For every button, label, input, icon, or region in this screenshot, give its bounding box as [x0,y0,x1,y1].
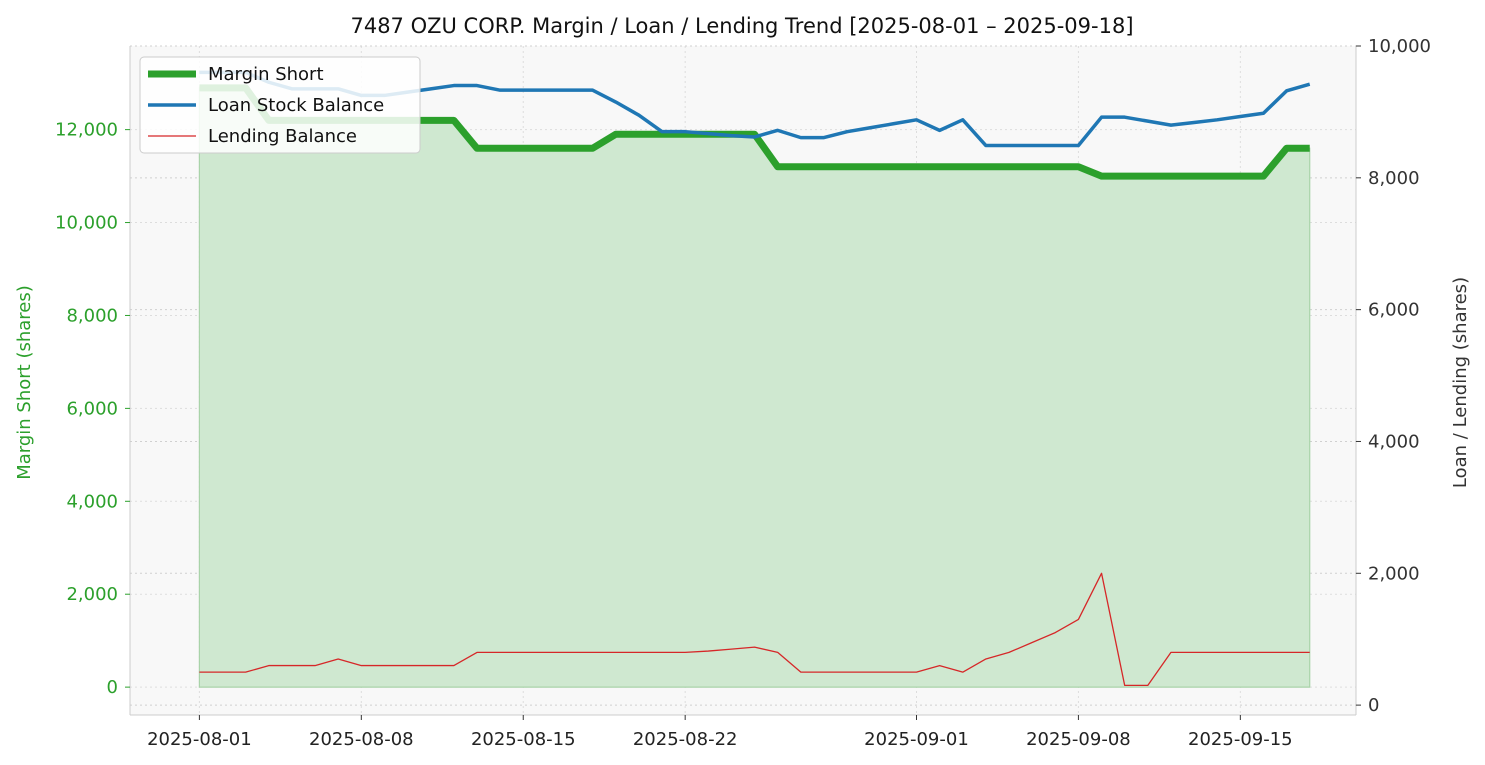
x-tick-label: 2025-08-01 [147,729,252,750]
x-tick-label: 2025-09-08 [1026,729,1131,750]
y-axis-right-label: Loan / Lending (shares) [1450,277,1471,488]
y-left-tick-label: 12,000 [55,120,118,141]
y-left-tick-label: 0 [107,677,118,698]
y-left-tick-label: 2,000 [66,584,118,605]
chart-title: 7487 OZU CORP. Margin / Loan / Lending T… [350,14,1133,38]
y-axis-left-label: Margin Short (shares) [14,285,35,480]
y-left-tick-label: 8,000 [66,305,118,326]
y-right-tick-label: 6,000 [1368,300,1420,321]
legend-margin-short-label: Margin Short [208,64,324,85]
y-right-tick-label: 0 [1368,695,1379,716]
y-right-tick-label: 10,000 [1368,36,1431,57]
legend: Margin Short Loan Stock Balance Lending Ba… [139,56,421,154]
legend-loan-stock-balance-label: Loan Stock Balance [208,95,384,116]
legend-box [139,56,421,154]
y-left-tick-label: 6,000 [66,398,118,419]
x-tick-label: 2025-08-08 [309,729,414,750]
legend-lending-balance-label: Lending Balance [208,126,357,147]
y-left-tick-label: 4,000 [66,491,118,512]
y-right-tick-label: 2,000 [1368,563,1420,584]
y-right-tick-label: 8,000 [1368,168,1420,189]
lending-balance-line [199,572,1310,686]
x-tick-label: 2025-08-15 [471,729,576,750]
x-tick-label: 2025-08-22 [633,729,738,750]
x-tick-label: 2025-09-15 [1188,729,1293,750]
x-tick-label: 2025-09-01 [864,729,969,750]
y-right-tick-label: 4,000 [1368,431,1420,452]
y-left-tick-label: 10,000 [55,213,118,234]
